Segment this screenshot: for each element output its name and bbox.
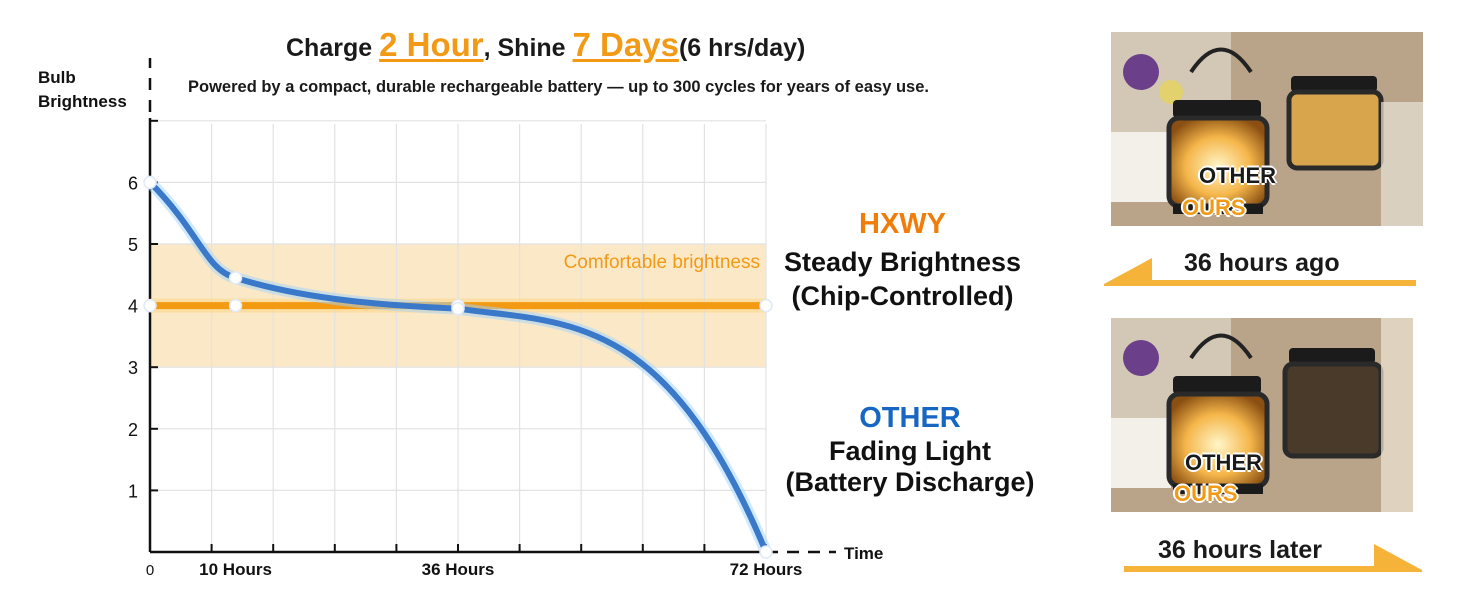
title-per-day: (6 hrs/day) <box>678 34 806 62</box>
photo-before-ours-label: OURS <box>1182 195 1246 220</box>
title-shine-word: , Shine <box>483 34 573 62</box>
other-description: Fading Light (Battery Discharge) <box>760 436 1060 498</box>
page-subtitle: Powered by a compact, durable rechargeab… <box>188 78 929 96</box>
y-tick-label: 2 <box>128 420 138 440</box>
other-desc-line-2: (Battery Discharge) <box>785 467 1035 497</box>
y-axis-title: Bulb Brightness <box>38 66 127 114</box>
other-desc-line-1: Fading Light <box>829 436 991 466</box>
data-point <box>759 298 773 313</box>
y-axis-title-line-1: Bulb <box>38 68 76 87</box>
title-shine-value: 7 Days <box>572 26 679 63</box>
y-tick-label: 1 <box>128 481 138 501</box>
hxwy-desc-line-2: (Chip-Controlled) <box>791 281 1014 311</box>
chart-series <box>143 175 773 559</box>
flower-icon <box>1123 54 1159 90</box>
y-tick-label: 6 <box>128 173 138 193</box>
lantern-comparison-before <box>1111 32 1423 226</box>
y-tick-label: 5 <box>128 235 138 255</box>
x-tick-label: 0 <box>146 562 154 579</box>
data-point <box>143 175 157 190</box>
flower-icon <box>1123 340 1159 376</box>
data-point <box>228 271 243 285</box>
chart-labels: 1 2 3 4 5 6 0 10 Hours 36 Hours 72 Hours Time Comfo… <box>128 173 883 579</box>
y-tick-label: 3 <box>128 358 138 378</box>
x-axis-title: Time <box>844 544 883 563</box>
y-axis-title-line-2: Brightness <box>38 92 127 111</box>
lantern-comparison-after <box>1111 318 1413 512</box>
caption-36-hours-ago: 36 hours ago <box>1184 249 1340 277</box>
x-tick-label: 72 Hours <box>730 560 803 579</box>
hxwy-brand-label: HXWY <box>859 208 946 240</box>
left-arrow-icon <box>1104 258 1416 286</box>
other-brand-label: OTHER <box>859 402 961 434</box>
other-lantern-dim-icon <box>1282 361 1384 459</box>
ours-lantern-icon <box>1166 115 1270 209</box>
band-label: Comfortable brightness <box>564 252 760 273</box>
photo-36-hours-ago <box>1111 32 1423 226</box>
right-arrow-icon <box>1124 544 1422 572</box>
page-title: Charge 2 Hour, Shine 7 Days(6 hrs/day) <box>286 26 805 64</box>
y-tick-label: 4 <box>128 297 138 317</box>
data-point <box>228 298 243 313</box>
other-lantern-icon <box>1286 89 1384 171</box>
title-charge-value: 2 Hour <box>379 26 484 63</box>
title-charge-word: Charge <box>286 34 380 62</box>
photo-after-ours-label: OURS <box>1174 481 1238 506</box>
photo-36-hours-later <box>1111 318 1413 512</box>
photo-before-other-label: OTHER <box>1199 163 1276 188</box>
hxwy-description: Steady Brightness (Chip-Controlled) <box>760 245 1045 313</box>
photo-after-other-label: OTHER <box>1185 450 1262 475</box>
data-point <box>451 301 465 316</box>
x-tick-label: 36 Hours <box>422 560 495 579</box>
data-point <box>759 545 773 559</box>
x-tick-label: 10 Hours <box>199 560 272 579</box>
data-point <box>143 298 157 313</box>
hxwy-desc-line-1: Steady Brightness <box>783 247 1022 277</box>
other-curve <box>147 179 769 555</box>
caption-36-hours-later: 36 hours later <box>1158 536 1322 564</box>
